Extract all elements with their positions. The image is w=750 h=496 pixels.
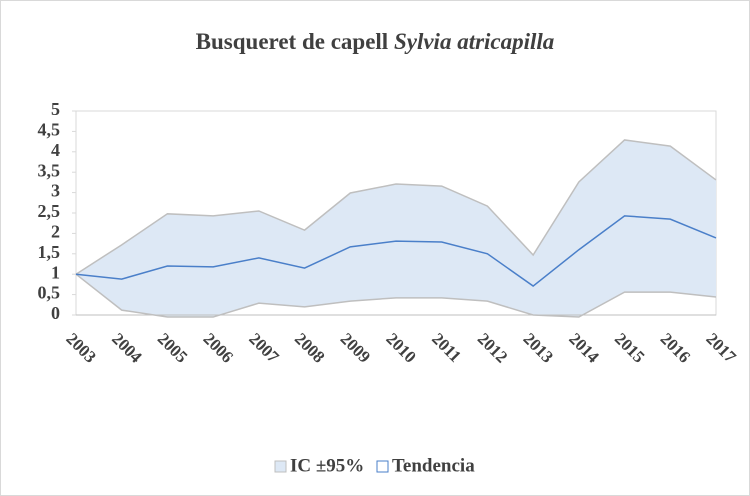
y-tick-label: 4,5	[38, 120, 61, 140]
y-tick-label: 1	[51, 262, 60, 282]
y-tick-label: 4	[51, 140, 60, 160]
y-tick-label: 3	[51, 181, 60, 201]
title-species: Sylvia atricapilla	[394, 29, 554, 54]
legend-swatch	[376, 460, 389, 473]
title-main: Busqueret de capell	[196, 29, 389, 54]
y-tick-label: 0	[51, 303, 60, 323]
y-tick-label: 5	[51, 99, 60, 119]
legend-label: IC ±95%	[290, 455, 364, 476]
y-tick-label: 3,5	[38, 160, 61, 180]
trend-line	[75, 215, 717, 287]
y-tick-label: 1,5	[38, 242, 61, 262]
legend-label: Tendencia	[392, 455, 475, 476]
chart-title: Busqueret de capell Sylvia atricapilla	[196, 29, 555, 54]
legend-swatch	[274, 460, 287, 473]
ci-upper	[75, 139, 717, 275]
ci-lower	[75, 273, 717, 318]
ci-band	[76, 139, 716, 318]
y-tick-label: 2,5	[38, 201, 61, 221]
y-tick-label: 2	[51, 222, 60, 242]
y-tick-label: 0,5	[38, 283, 61, 303]
